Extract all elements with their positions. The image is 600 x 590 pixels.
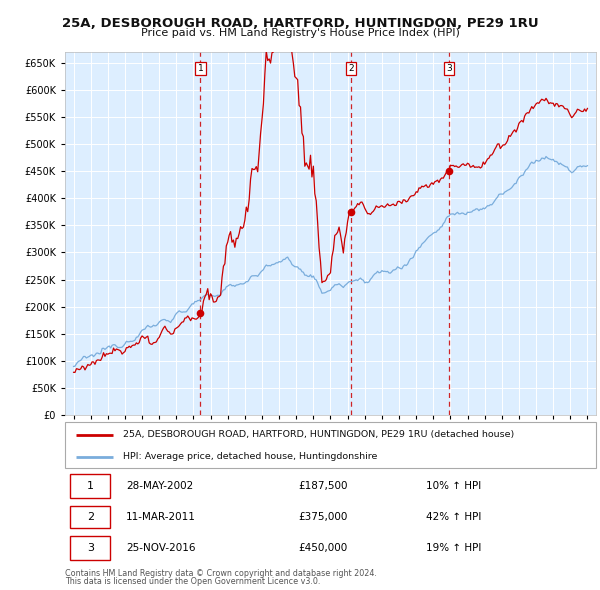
- Text: 25A, DESBOROUGH ROAD, HARTFORD, HUNTINGDON, PE29 1RU: 25A, DESBOROUGH ROAD, HARTFORD, HUNTINGD…: [62, 17, 538, 30]
- Text: 3: 3: [446, 64, 452, 73]
- Text: 2: 2: [87, 512, 94, 522]
- Text: 28-MAY-2002: 28-MAY-2002: [126, 481, 193, 491]
- Text: HPI: Average price, detached house, Huntingdonshire: HPI: Average price, detached house, Hunt…: [124, 452, 378, 461]
- Text: £375,000: £375,000: [299, 512, 348, 522]
- Text: 2: 2: [348, 64, 353, 73]
- Text: Price paid vs. HM Land Registry's House Price Index (HPI): Price paid vs. HM Land Registry's House …: [140, 28, 460, 38]
- Text: 3: 3: [87, 543, 94, 553]
- Text: 11-MAR-2011: 11-MAR-2011: [126, 512, 196, 522]
- FancyBboxPatch shape: [70, 506, 110, 528]
- FancyBboxPatch shape: [70, 474, 110, 498]
- Text: 10% ↑ HPI: 10% ↑ HPI: [426, 481, 481, 491]
- Text: £450,000: £450,000: [299, 543, 348, 553]
- Text: £187,500: £187,500: [299, 481, 348, 491]
- Text: 19% ↑ HPI: 19% ↑ HPI: [426, 543, 481, 553]
- Text: This data is licensed under the Open Government Licence v3.0.: This data is licensed under the Open Gov…: [65, 577, 320, 586]
- FancyBboxPatch shape: [65, 422, 596, 468]
- Text: 25A, DESBOROUGH ROAD, HARTFORD, HUNTINGDON, PE29 1RU (detached house): 25A, DESBOROUGH ROAD, HARTFORD, HUNTINGD…: [124, 430, 515, 440]
- Text: 1: 1: [87, 481, 94, 491]
- Text: Contains HM Land Registry data © Crown copyright and database right 2024.: Contains HM Land Registry data © Crown c…: [65, 569, 377, 578]
- Text: 1: 1: [197, 64, 203, 73]
- Text: 25-NOV-2016: 25-NOV-2016: [126, 543, 196, 553]
- Text: 42% ↑ HPI: 42% ↑ HPI: [426, 512, 481, 522]
- FancyBboxPatch shape: [70, 536, 110, 560]
